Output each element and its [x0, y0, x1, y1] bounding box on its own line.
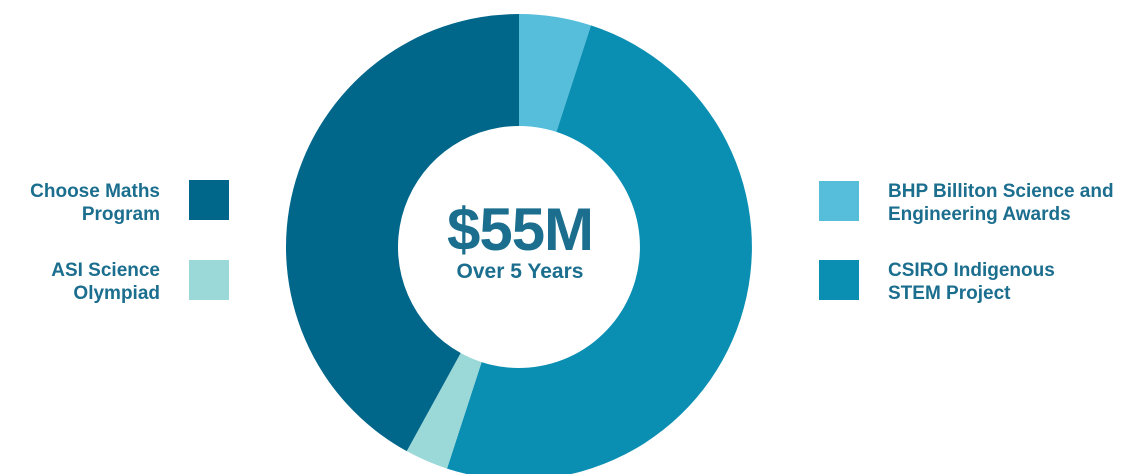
legend-swatch-csiro-indigenous	[819, 260, 859, 300]
center-period-label: Over 5 Years	[456, 260, 584, 283]
legend-label-choose-maths: Choose Maths Program	[30, 181, 160, 225]
center-total-amount: $55M	[446, 196, 594, 263]
legend-swatch-bhp-billiton	[819, 181, 859, 221]
legend-swatch-asi-science-olympiad	[189, 260, 229, 300]
donut-slice-choose-maths-program	[286, 14, 519, 452]
donut-slice-csiro-indigenous-stem-project	[446, 25, 752, 474]
legend-label-bhp-billiton: BHP Billiton Science and Engineering Awa…	[888, 181, 1114, 225]
donut-slice-bhp-billiton-science-and-engineering-awards	[519, 14, 592, 132]
legend-label-asi-science-olympiad: ASI Science Olympiad	[51, 260, 160, 304]
legend-swatch-choose-maths	[189, 180, 229, 220]
donut-slice-asi-science-olympiad	[406, 353, 482, 469]
legend-label-csiro-indigenous: CSIRO Indigenous STEM Project	[888, 260, 1055, 304]
